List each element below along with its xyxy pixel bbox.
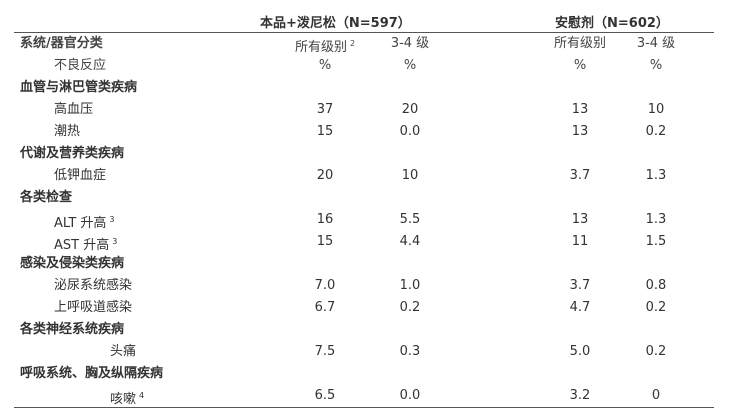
value-b-grade-3-4: 1.3 [645, 212, 667, 227]
table-group-header: 本品+泼尼松（N=597） 安慰剂（N=602） [14, 8, 714, 33]
column-header-a-grade-3-4: 3-4 级 [390, 36, 430, 51]
value-a-all-grades: 15 [316, 234, 334, 249]
adverse-reaction-label: 咳嗽 4 [110, 391, 145, 407]
footnote-marker: 4 [139, 391, 145, 400]
adverse-reaction-label: 头痛 [110, 344, 137, 359]
category-label: 各类检查 [20, 190, 73, 205]
group-header-treatment: 本品+泼尼松（N=597） [260, 16, 411, 31]
value-b-all-grades: 3.2 [569, 388, 591, 403]
footnote-marker: 3 [112, 237, 118, 246]
column-header-b-grade-3-4: 3-4 级 [636, 36, 676, 51]
table-row: AST 升高 3 15 4.4 11 1.5 [14, 231, 714, 253]
value-b-grade-3-4: 0 [651, 388, 661, 403]
value-b-all-grades: 3.7 [569, 278, 591, 293]
value-a-all-grades: 16 [316, 212, 334, 227]
table-row: 咳嗽 4 6.5 0.0 3.2 0 [14, 385, 714, 408]
adverse-reaction-label: 低钾血症 [54, 168, 107, 183]
footnote-marker: 2 [349, 39, 356, 48]
column-unit-b-34: % [649, 58, 663, 73]
table-row: 高血压 37 20 13 10 [14, 99, 714, 121]
value-a-all-grades: 7.5 [314, 344, 336, 359]
value-a-grade-3-4: 4.4 [399, 234, 421, 249]
value-a-grade-3-4: 0.2 [399, 300, 421, 315]
value-b-all-grades: 5.0 [569, 344, 591, 359]
category-label: 血管与淋巴管类疾病 [20, 80, 138, 95]
column-unit-b-all: % [573, 58, 587, 73]
value-a-grade-3-4: 0.3 [399, 344, 421, 359]
category-row: 代谢及营养类疾病 [14, 143, 714, 165]
category-label: 代谢及营养类疾病 [20, 146, 125, 161]
value-a-grade-3-4: 5.5 [399, 212, 421, 227]
column-header-adverse-reaction: 不良反应 [54, 58, 107, 73]
value-a-all-grades: 6.5 [314, 388, 336, 403]
category-row: 各类神经系统疾病 [14, 319, 714, 341]
category-row: 呼吸系统、胸及纵隔疾病 [14, 363, 714, 385]
value-b-grade-3-4: 1.3 [645, 168, 667, 183]
value-b-all-grades: 13 [571, 212, 589, 227]
category-label: 各类神经系统疾病 [20, 322, 125, 337]
category-row: 感染及侵染类疾病 [14, 253, 714, 275]
table-row: ALT 升高 3 16 5.5 13 1.3 [14, 209, 714, 231]
table-row: 泌尿系统感染 7.0 1.0 3.7 0.8 [14, 275, 714, 297]
value-a-all-grades: 6.7 [314, 300, 336, 315]
table-row: 潮热 15 0.0 13 0.2 [14, 121, 714, 143]
adverse-reaction-label: 泌尿系统感染 [54, 278, 133, 293]
category-label: 呼吸系统、胸及纵隔疾病 [20, 366, 164, 381]
value-a-all-grades: 20 [316, 168, 334, 183]
adverse-reaction-label: ALT 升高 3 [54, 215, 115, 231]
category-row: 血管与淋巴管类疾病 [14, 77, 714, 99]
adverse-reaction-label: 潮热 [54, 124, 81, 139]
value-b-grade-3-4: 0.2 [645, 124, 667, 139]
value-a-grade-3-4: 1.0 [399, 278, 421, 293]
value-a-all-grades: 15 [316, 124, 334, 139]
footnote-marker: 3 [109, 215, 115, 224]
value-b-all-grades: 11 [571, 234, 589, 249]
table-row: 上呼吸道感染 6.7 0.2 4.7 0.2 [14, 297, 714, 319]
column-header-b-all-grades: 所有级别 [553, 36, 606, 51]
value-a-all-grades: 37 [316, 102, 334, 117]
table-body: 血管与淋巴管类疾病高血压 37 20 13 10 潮热 15 0.0 13 0.2 代谢及营养类疾病… [14, 77, 714, 408]
value-b-all-grades: 13 [571, 124, 589, 139]
adverse-reaction-label: AST 升高 3 [54, 237, 118, 253]
value-b-grade-3-4: 0.8 [645, 278, 667, 293]
adverse-reaction-label: 高血压 [54, 102, 94, 117]
category-row: 各类检查 [14, 187, 714, 209]
value-b-all-grades: 4.7 [569, 300, 591, 315]
value-b-grade-3-4: 0.2 [645, 344, 667, 359]
category-label: 感染及侵染类疾病 [20, 256, 125, 271]
table-row: 低钾血症 20 10 3.7 1.3 [14, 165, 714, 187]
column-header-a-all-grades: 所有级别 2 [294, 39, 356, 55]
adverse-reaction-label: 上呼吸道感染 [54, 300, 133, 315]
column-unit-a-all: % [318, 58, 332, 73]
value-a-all-grades: 7.0 [314, 278, 336, 293]
value-b-grade-3-4: 0.2 [645, 300, 667, 315]
value-a-grade-3-4: 0.0 [399, 124, 421, 139]
value-a-grade-3-4: 0.0 [399, 388, 421, 403]
group-header-placebo: 安慰剂（N=602） [555, 16, 669, 31]
column-unit-a-34: % [403, 58, 417, 73]
value-b-grade-3-4: 10 [647, 102, 665, 117]
column-header-row-2: 不良反应 % % % % [14, 55, 714, 77]
adverse-reactions-table: 本品+泼尼松（N=597） 安慰剂（N=602） 系统/器官分类 所有级别 2 3… [14, 8, 714, 408]
column-header-row-1: 系统/器官分类 所有级别 2 3-4 级 所有级别 3-4 级 [14, 33, 714, 55]
value-b-grade-3-4: 1.5 [645, 234, 667, 249]
value-a-grade-3-4: 20 [401, 102, 419, 117]
column-header-soc: 系统/器官分类 [20, 36, 103, 51]
value-a-grade-3-4: 10 [401, 168, 419, 183]
value-b-all-grades: 3.7 [569, 168, 591, 183]
value-b-all-grades: 13 [571, 102, 589, 117]
table-row: 头痛 7.5 0.3 5.0 0.2 [14, 341, 714, 363]
